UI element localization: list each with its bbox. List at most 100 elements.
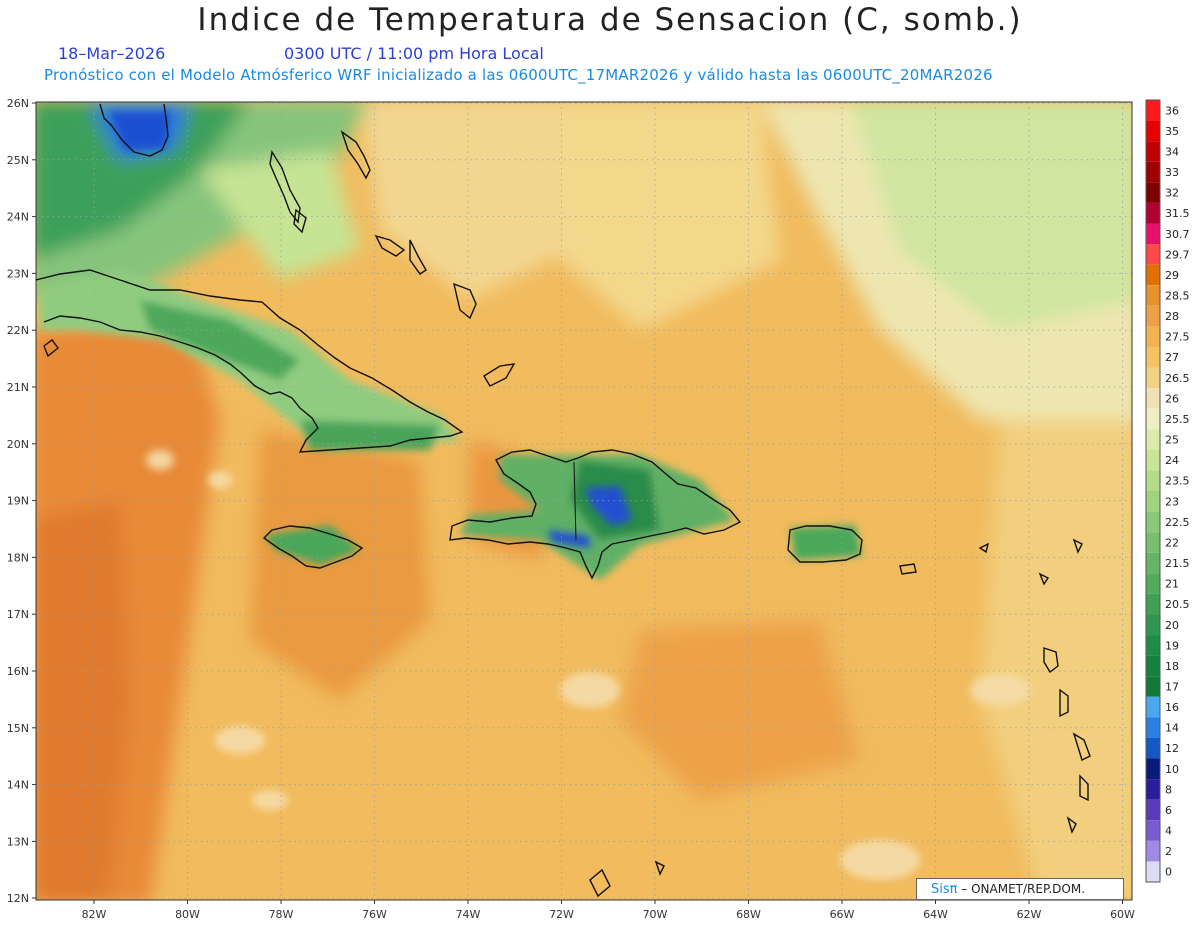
colorbar-label: 24 [1165, 454, 1179, 467]
forecast-time: 0300 UTC / 11:00 pm Hora Local [284, 44, 544, 63]
colorbar-swatch [1146, 655, 1160, 677]
colorbar-swatch [1146, 449, 1160, 471]
colorbar-swatch [1146, 593, 1160, 615]
colorbar-swatch [1146, 573, 1160, 594]
colorbar-label: 20 [1165, 619, 1179, 632]
lon-tick-label: 62W [1017, 908, 1042, 921]
credit-box: Sisπ – ONAMET/REP.DOM. [916, 878, 1124, 900]
lat-tick-label: 16N [7, 665, 29, 678]
colorbar-label: 10 [1165, 763, 1179, 776]
colorbar-label: 33 [1165, 166, 1179, 179]
colorbar-swatch [1146, 182, 1160, 203]
credit-text: – ONAMET/REP.DOM. [961, 882, 1086, 896]
colorbar-swatch [1146, 346, 1160, 368]
jamaica-coast [262, 525, 364, 569]
colorbar-label: 31.5 [1165, 207, 1190, 220]
colorbar-label: 23 [1165, 495, 1179, 508]
florida-coast [99, 103, 169, 157]
colorbar-swatch [1146, 141, 1160, 162]
colorbar-label: 28.5 [1165, 290, 1190, 303]
colorbar-swatch [1146, 285, 1160, 306]
colorbar-swatch [1146, 202, 1160, 224]
colorbar-label: 28 [1165, 310, 1179, 323]
lat-tick-label: 18N [7, 551, 29, 564]
colorbar-label: 32 [1165, 187, 1179, 200]
lat-tick-label: 17N [7, 608, 29, 621]
model-info: Pronóstico con el Modelo Atmósferico WRF… [44, 66, 993, 84]
colorbar-swatch [1146, 470, 1160, 491]
colorbar-swatch [1146, 676, 1160, 697]
lat-tick-label: 22N [7, 324, 29, 337]
colorbar-label: 14 [1165, 722, 1179, 735]
colorbar-swatch [1146, 840, 1160, 862]
colorbar-label: 34 [1165, 145, 1179, 158]
colorbar-swatch [1146, 614, 1160, 636]
colorbar-label: 23.5 [1165, 475, 1190, 488]
lat-tick-label: 20N [7, 438, 29, 451]
colorbar-label: 27.5 [1165, 331, 1190, 344]
colorbar-swatch [1146, 552, 1160, 574]
colorbar-label: 30.7 [1165, 228, 1190, 241]
cuba-coast [36, 269, 464, 453]
map-gridlines [36, 102, 1132, 900]
colorbar: 363534333231.530.729.72928.52827.52726.5… [1145, 99, 1190, 883]
lat-tick-label: 12N [7, 892, 29, 905]
forecast-date: 18–Mar–2026 [58, 44, 166, 63]
colorbar-swatch [1146, 244, 1160, 265]
colorbar-label: 25 [1165, 434, 1179, 447]
colorbar-label: 12 [1165, 742, 1179, 755]
colorbar-swatch [1146, 799, 1160, 821]
colorbar-label: 4 [1165, 825, 1172, 838]
latitude-axis: 26N 25N 24N 23N 22N 21N 20N 19N 18N 17N 16N 15N 14N 1… [7, 97, 36, 905]
colorbar-label: 21 [1165, 578, 1179, 591]
colorbar-label: 36 [1165, 104, 1179, 117]
colorbar-swatch [1146, 820, 1160, 841]
colorbar-swatch [1146, 264, 1160, 286]
lon-tick-label: 60W [1110, 908, 1135, 921]
longitude-axis: 82W 80W 78W 76W 74W 72W 70W 68W 66W 64W 62W 60W [82, 900, 1135, 921]
colorbar-label: 22 [1165, 536, 1179, 549]
hispaniola-coast [449, 449, 742, 580]
colorbar-swatch [1146, 511, 1160, 533]
lat-tick-label: 24N [7, 211, 29, 224]
lat-tick-label: 13N [7, 835, 29, 848]
colorbar-swatch [1146, 305, 1160, 327]
colorbar-swatch [1146, 408, 1160, 430]
lon-tick-label: 72W [549, 908, 574, 921]
colorbar-swatch [1146, 737, 1160, 759]
colorbar-label: 22.5 [1165, 516, 1190, 529]
colorbar-swatch [1146, 326, 1160, 347]
lat-tick-label: 23N [7, 267, 29, 280]
colorbar-label: 19 [1165, 639, 1179, 652]
colorbar-label: 26.5 [1165, 372, 1190, 385]
lat-tick-label: 19N [7, 495, 29, 508]
lat-tick-label: 25N [7, 154, 29, 167]
colorbar-label: 27 [1165, 351, 1179, 364]
lat-tick-label: 15N [7, 722, 29, 735]
lon-tick-label: 74W [456, 908, 481, 921]
colorbar-label: 18 [1165, 660, 1179, 673]
lon-tick-label: 64W [923, 908, 948, 921]
colorbar-swatch [1146, 367, 1160, 389]
lon-tick-label: 80W [175, 908, 200, 921]
colorbar-label: 16 [1165, 701, 1179, 714]
lat-tick-label: 26N [7, 97, 29, 110]
lat-tick-label: 14N [7, 779, 29, 792]
colorbar-swatch [1146, 635, 1160, 656]
colorbar-label: 6 [1165, 804, 1172, 817]
colorbar-swatch [1146, 388, 1160, 409]
colorbar-label: 25.5 [1165, 413, 1190, 426]
colorbar-swatch [1146, 100, 1160, 121]
colorbar-swatch [1146, 696, 1160, 718]
colorbar-swatch [1146, 491, 1160, 512]
colorbar-label: 17 [1165, 681, 1179, 694]
puerto-rico-coast [787, 525, 863, 563]
lon-tick-label: 76W [362, 908, 387, 921]
colorbar-swatch [1146, 223, 1160, 245]
colorbar-label: 35 [1165, 125, 1179, 138]
lon-tick-label: 82W [82, 908, 107, 921]
colorbar-label: 2 [1165, 845, 1172, 858]
colorbar-label: 29.7 [1165, 248, 1190, 261]
colorbar-swatch [1146, 120, 1160, 142]
